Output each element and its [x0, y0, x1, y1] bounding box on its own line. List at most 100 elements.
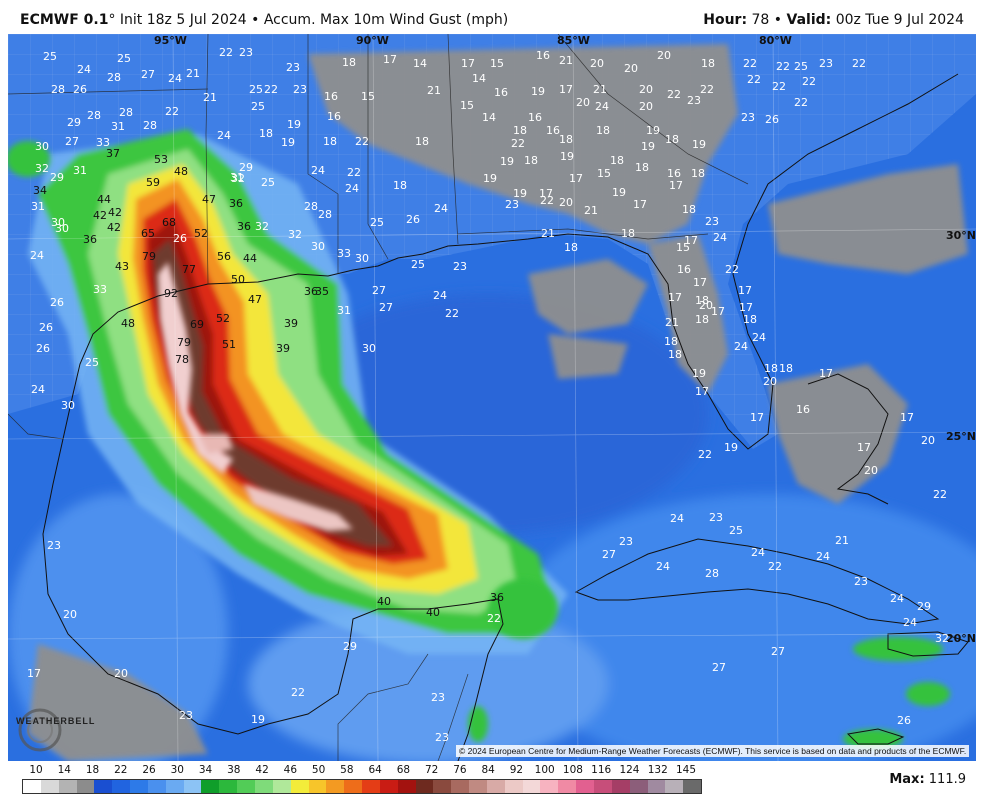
- legend-swatch: [522, 780, 541, 793]
- gust-value-label: 17: [539, 187, 553, 200]
- lon-label-85: 85°W: [557, 34, 590, 47]
- gust-value-label: 33: [337, 247, 351, 260]
- legend-swatch: [183, 780, 202, 793]
- border-belize: [437, 673, 469, 761]
- legend-tick-label: 10: [29, 764, 43, 776]
- gust-value-label: 15: [361, 90, 375, 103]
- gust-value-label: 26: [50, 296, 64, 309]
- gust-value-label: 20: [639, 100, 653, 113]
- gust-value-label: 24: [656, 560, 670, 573]
- gust-value-label: 18: [393, 179, 407, 192]
- gust-value-label: 20: [639, 83, 653, 96]
- gust-value-label: 25: [261, 176, 275, 189]
- gust-value-label: 22: [347, 166, 361, 179]
- legend-swatch: [611, 780, 630, 793]
- gust-value-label: 44: [243, 252, 257, 265]
- gust-value-label: 22: [487, 612, 501, 625]
- gust-value-label: 32: [35, 162, 49, 175]
- gust-value-label: 30: [362, 342, 376, 355]
- gust-value-label: 23: [431, 691, 445, 704]
- gust-value-label: 16: [324, 90, 338, 103]
- gust-value-label: 39: [276, 342, 290, 355]
- gust-value-label: 31: [337, 304, 351, 317]
- gust-value-label: 22: [768, 560, 782, 573]
- gust-value-label: 19: [612, 186, 626, 199]
- legend-swatch: [308, 780, 327, 793]
- gust-value-label: 26: [173, 232, 187, 245]
- gust-value-label: 36: [490, 591, 504, 604]
- gust-value-label: 18: [695, 294, 709, 307]
- legend-swatch: [397, 780, 416, 793]
- gust-value-label: 23: [286, 61, 300, 74]
- gust-value-label: 24: [434, 202, 448, 215]
- gust-value-label: 19: [281, 136, 295, 149]
- wind-gust-map[interactable]: 95°W 90°W 85°W 80°W 30°N 25°N 20°N 25 25 2…: [8, 34, 976, 761]
- legend-swatch: [201, 780, 220, 793]
- gust-value-label: 24: [595, 100, 609, 113]
- gust-value-label: 20: [590, 57, 604, 70]
- legend-tick-label: 64: [368, 764, 382, 776]
- legend-tick-label: 72: [424, 764, 439, 776]
- legend-swatch: [112, 780, 131, 793]
- gust-value-label: 18: [524, 154, 538, 167]
- gust-value-label: 18: [564, 241, 578, 254]
- gust-value-label: 20: [63, 608, 77, 621]
- gust-value-label: 26: [406, 213, 420, 226]
- gust-value-label: 52: [194, 227, 208, 240]
- gust-value-label: 18: [695, 313, 709, 326]
- legend-swatch: [379, 780, 398, 793]
- border-texas-north: [8, 88, 209, 95]
- gust-value-label: 14: [413, 57, 427, 70]
- max-value: Max: 111.9: [889, 772, 966, 787]
- gust-value-label: 18: [621, 227, 635, 240]
- gust-value-label: 20: [763, 375, 777, 388]
- gust-value-label: 18: [513, 124, 527, 137]
- bahamas-outline: [807, 373, 889, 505]
- gust-value-label: 22: [725, 263, 739, 276]
- gust-value-label: 52: [216, 312, 230, 325]
- green-hispaniola: [853, 637, 943, 661]
- color-legend: 10 14 18 22 26 30 34 38 42 46 50 58 64 68 72 76 84 92 100 1…: [22, 764, 702, 804]
- gust-value-label: 31: [31, 200, 45, 213]
- gust-value-label: 25: [370, 216, 384, 229]
- gust-value-label: 28: [318, 208, 332, 221]
- chart-title: ECMWF 0.1° Init 18z 5 Jul 2024 • Accum. …: [20, 12, 508, 28]
- legend-swatch: [254, 780, 273, 793]
- legend-tick-label: 22: [114, 764, 128, 776]
- legend-tick-label: 18: [85, 764, 100, 776]
- gust-value-label: 22: [511, 137, 525, 150]
- gust-value-label: 19: [287, 118, 301, 131]
- meridian-90: [372, 34, 379, 761]
- gust-value-label: 26: [36, 342, 50, 355]
- gust-value-label: 17: [559, 83, 573, 96]
- legend-swatch: [40, 780, 59, 793]
- gust-value-label: 19: [251, 713, 265, 726]
- gust-value-label: 17: [819, 367, 833, 380]
- legend-swatch: [272, 780, 291, 793]
- valid-value: 00z Tue 9 Jul 2024: [835, 12, 964, 28]
- gray-patch-bahamas: [768, 364, 908, 504]
- gust-value-label: 19: [500, 155, 514, 168]
- gust-value-label: 21: [427, 84, 441, 97]
- gust-value-label: 24: [31, 383, 45, 396]
- legend-swatch: [683, 780, 702, 793]
- gust-value-label: 20: [864, 464, 878, 477]
- gust-value-label: 27: [372, 284, 386, 297]
- gust-value-label: 22: [743, 57, 757, 70]
- us-gulf-coastline: [62, 73, 959, 450]
- gust-value-label: 30: [61, 399, 75, 412]
- parallel-20: [8, 633, 976, 640]
- gust-value-label: 16: [796, 403, 810, 416]
- caribbean-shade: [508, 494, 976, 761]
- map-canvas[interactable]: 95°W 90°W 85°W 80°W 30°N 25°N 20°N 25 25 2…: [8, 34, 976, 761]
- gust-value-label: 22: [291, 686, 305, 699]
- model-name: ECMWF 0.1: [20, 12, 109, 28]
- gust-value-label: 56: [217, 250, 231, 263]
- gust-value-label: 17: [857, 441, 871, 454]
- gust-value-label: 21: [835, 534, 849, 547]
- gray-patch-gulf-mid: [548, 334, 628, 379]
- gust-value-label: 15: [597, 167, 611, 180]
- gust-value-label: 18: [764, 362, 778, 375]
- gust-value-label: 21: [593, 83, 607, 96]
- gust-value-label: 18: [342, 56, 356, 69]
